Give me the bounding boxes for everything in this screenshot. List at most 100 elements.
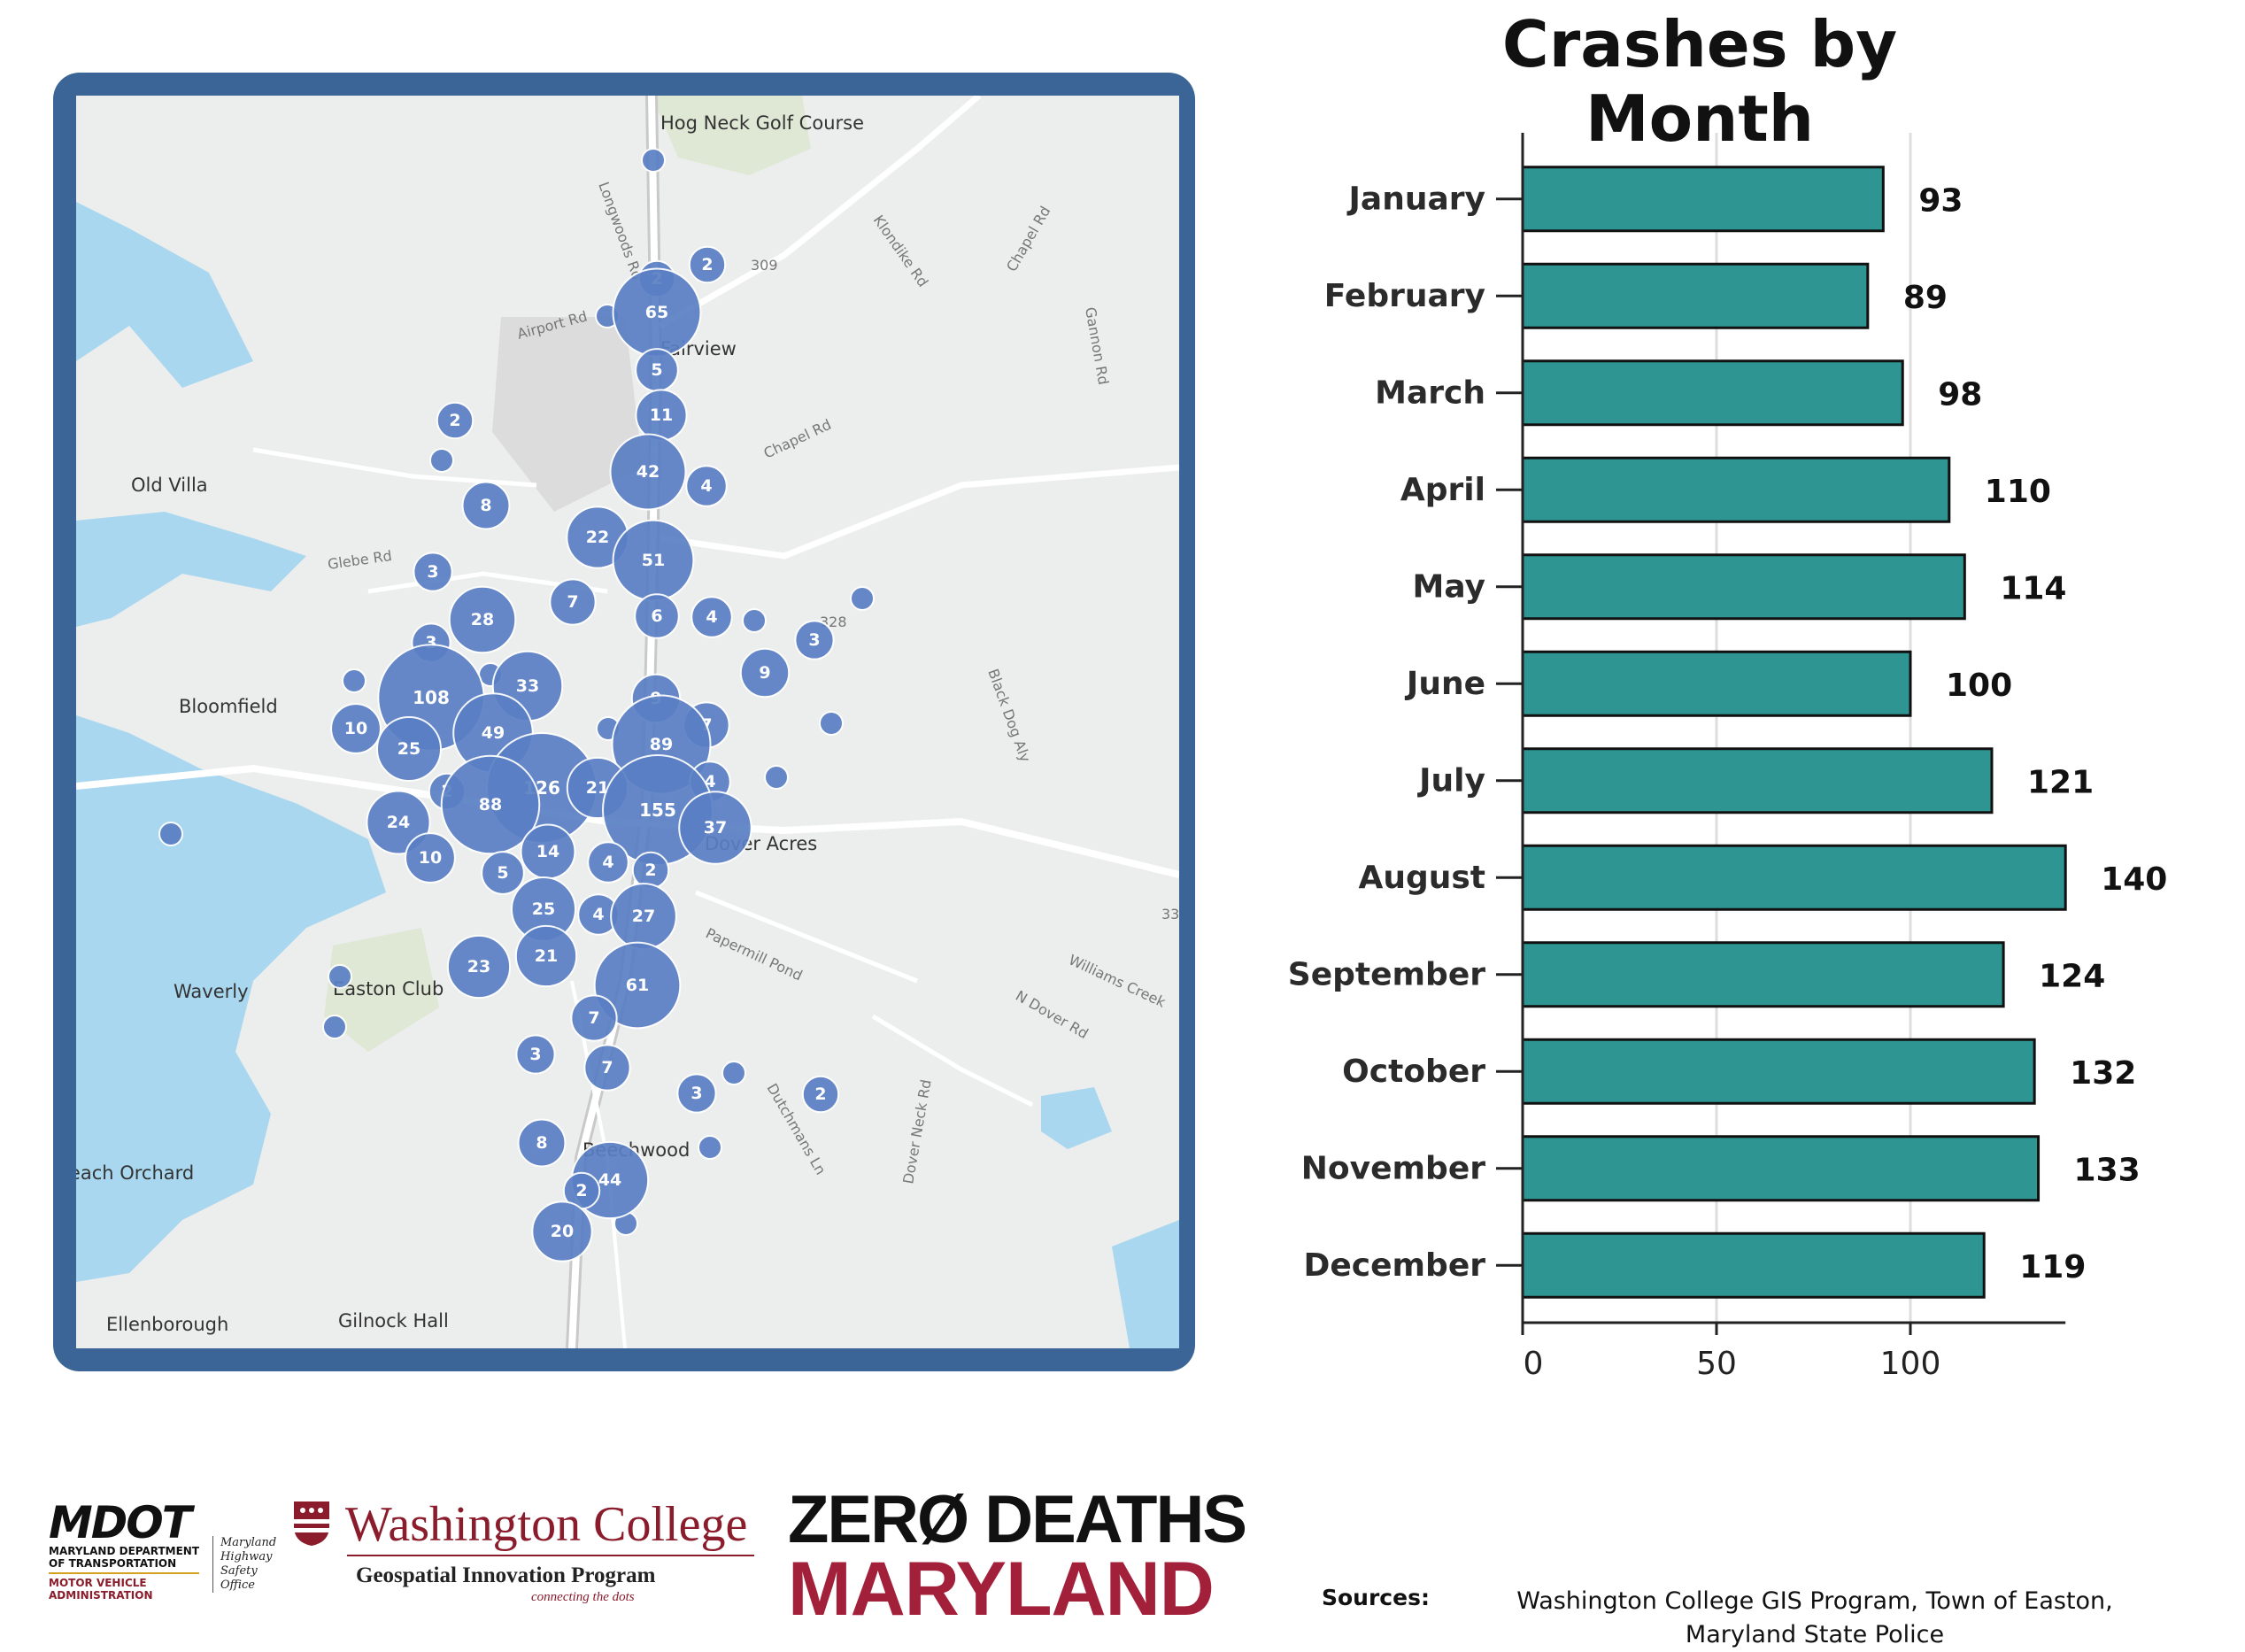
place-label: Easton Club (333, 978, 444, 1000)
place-label: Waverly (174, 981, 249, 1002)
mdot-mark: MDOT (49, 1497, 192, 1548)
y-tick-label: February (1324, 278, 1485, 314)
crash-cluster[interactable] (549, 578, 597, 626)
crash-cluster-count: 21 (586, 778, 609, 798)
crash-cluster[interactable] (481, 851, 525, 895)
crash-point[interactable] (328, 964, 352, 989)
crash-cluster-count: 2 (575, 1181, 587, 1200)
x-tick-label: 100 (1880, 1346, 1941, 1382)
crash-point[interactable] (429, 448, 454, 473)
crash-cluster[interactable] (676, 1073, 717, 1114)
crash-cluster-count: 44 (598, 1170, 621, 1190)
crash-cluster[interactable] (739, 647, 791, 699)
crash-cluster-count: 6 (651, 606, 662, 626)
crash-cluster[interactable] (570, 994, 618, 1042)
crash-point[interactable] (158, 822, 183, 846)
chart-axes: 0 50 100 January February March April May June Ju… (1288, 133, 2066, 1382)
crash-point[interactable] (764, 765, 789, 790)
sources-text: Washington College GIS Program, Town of … (1505, 1585, 2125, 1652)
crash-cluster[interactable] (514, 924, 578, 988)
crash-cluster[interactable] (413, 552, 453, 592)
bar (1521, 456, 1951, 523)
crash-cluster-count: 14 (536, 842, 559, 861)
bar-chart: 93 89 98 110 114 100 121 140 124 132 133 119 0 50 100… (1288, 133, 2167, 1382)
bar (1521, 1038, 2036, 1105)
crash-point[interactable] (721, 1061, 746, 1085)
sources-line: Washington College GIS Program, Town of … (1516, 1587, 2113, 1615)
crash-cluster[interactable] (690, 596, 733, 638)
data-label: 140 (2101, 861, 2167, 898)
crash-cluster[interactable] (678, 791, 752, 865)
crash-cluster[interactable] (794, 620, 835, 660)
place-label: Gilnock Hall (338, 1310, 449, 1332)
crash-cluster[interactable] (448, 585, 517, 654)
crash-cluster-count: 4 (592, 905, 604, 924)
crash-cluster[interactable] (461, 481, 511, 530)
crash-cluster-count: 37 (704, 818, 727, 838)
zero-deaths-logo: ZERØ DEATHS MARYLAND (788, 1486, 1266, 1628)
x-tick-label: 0 (1524, 1346, 1544, 1382)
crash-point[interactable] (819, 711, 844, 736)
chart-bars: 93 89 98 110 114 100 121 140 124 132 133 119 (1521, 166, 2167, 1299)
crash-cluster-count: 49 (482, 723, 505, 743)
crash-cluster[interactable] (515, 1034, 556, 1075)
crash-cluster[interactable] (688, 245, 727, 284)
crash-cluster[interactable] (436, 401, 474, 440)
crash-point[interactable] (850, 586, 875, 611)
crash-cluster[interactable] (609, 433, 687, 511)
crash-point[interactable] (322, 1015, 347, 1039)
crash-cluster-count: 10 (344, 719, 367, 738)
crash-map[interactable]: Hog Neck Golf Course Fairview Old Villa … (76, 96, 1179, 1348)
place-label: Ellenborough (106, 1314, 228, 1335)
crash-cluster-count: 5 (651, 360, 662, 380)
place-label: Bloomfield (179, 696, 278, 717)
data-label: 121 (2027, 764, 2094, 800)
place-label: Hog Neck Golf Course (660, 112, 864, 134)
crash-cluster-count: 10 (419, 848, 442, 868)
crash-cluster-count: 2 (814, 1085, 826, 1104)
crash-cluster[interactable] (446, 934, 512, 1000)
crash-cluster[interactable] (583, 1044, 631, 1092)
crash-cluster-count: 4 (602, 853, 613, 872)
crash-point[interactable] (342, 668, 366, 693)
data-label: 100 (1946, 668, 2012, 704)
data-label: 93 (1918, 182, 1963, 219)
crash-cluster[interactable] (593, 941, 682, 1030)
mdot-office: Maryland Highway Safety Office (212, 1536, 282, 1593)
crash-point[interactable] (698, 1135, 722, 1160)
bar (1521, 747, 1994, 814)
crash-cluster[interactable] (801, 1075, 840, 1114)
data-label: 133 (2074, 1152, 2141, 1188)
y-tick-label: May (1413, 568, 1485, 605)
place-label: Peach Orchard (76, 1162, 194, 1184)
crash-cluster-count: 8 (536, 1133, 547, 1153)
crash-cluster[interactable] (634, 593, 680, 639)
y-tick-label: March (1375, 374, 1485, 411)
y-tick-label: August (1358, 860, 1485, 896)
crash-cluster-count: 23 (467, 957, 490, 977)
crash-cluster[interactable] (685, 465, 728, 507)
y-tick-label: January (1346, 181, 1485, 217)
crash-cluster-count: 28 (471, 610, 494, 629)
crash-cluster[interactable] (531, 1200, 593, 1262)
crash-cluster[interactable] (587, 841, 629, 884)
crash-cluster-count: 2 (701, 255, 713, 274)
crash-cluster-count: 3 (427, 562, 438, 582)
data-label: 110 (1985, 474, 2051, 510)
crash-cluster-count: 11 (650, 405, 673, 425)
crash-cluster[interactable] (517, 1118, 567, 1168)
sources-line: Maryland State Police (1685, 1621, 1945, 1648)
sources-label: Sources: (1322, 1585, 1430, 1610)
crash-point[interactable] (742, 608, 767, 633)
crash-cluster[interactable] (440, 754, 541, 855)
crash-cluster[interactable] (330, 703, 382, 754)
crash-cluster[interactable] (376, 716, 442, 782)
data-label: 89 (1903, 280, 1948, 316)
bar (1521, 262, 1870, 329)
crash-cluster[interactable] (405, 832, 456, 884)
data-label: 124 (2039, 958, 2105, 994)
crash-cluster-count: 33 (516, 676, 539, 696)
crash-point[interactable] (641, 148, 666, 173)
crash-cluster-count: 88 (479, 795, 502, 814)
bar (1521, 650, 1912, 717)
